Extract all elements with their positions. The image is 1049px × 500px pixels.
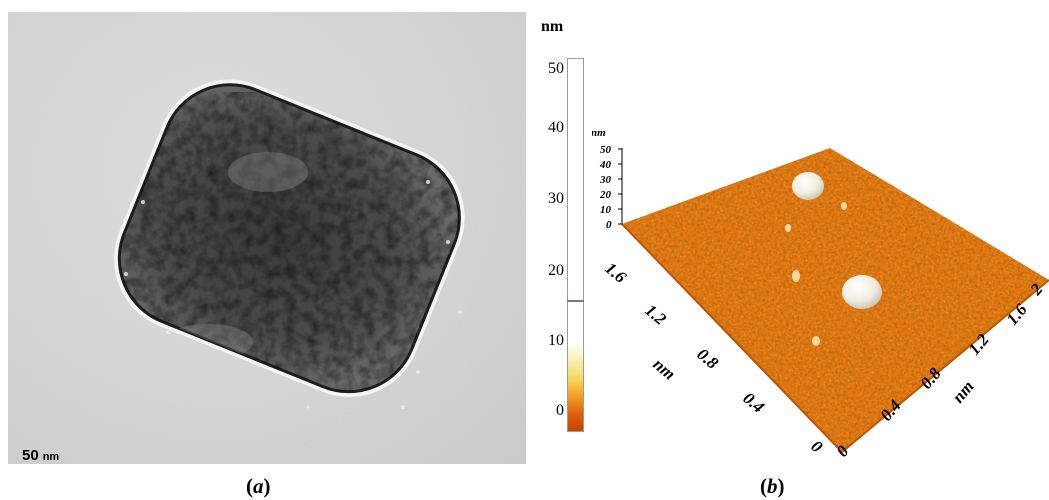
left-axis-unit: nm: [649, 355, 679, 384]
caption-a: (a): [246, 474, 271, 498]
left-axis-tick: 0.8: [693, 345, 722, 374]
afm-particle: [792, 270, 800, 282]
left-axis-tick: 1.6: [601, 259, 630, 288]
scale-bar-value: 50: [22, 447, 39, 464]
caption-a-letter: a: [253, 474, 264, 498]
scale-bar-label: 50 nm: [22, 447, 59, 464]
left-axis-tick: 1.2: [641, 301, 670, 330]
z-axis-tick: 50: [600, 144, 612, 156]
afm-3d-surface: nm 50 40 30 20 10 0 1.6 1.2 0.8 0.4 0 nm…: [592, 127, 1049, 461]
z-axis-tick: 40: [599, 159, 612, 171]
caption-b: (b): [760, 474, 785, 498]
left-axis-tick: 0: [807, 437, 826, 457]
colorbar-tick: 0: [556, 402, 564, 419]
z-axis-tick: 10: [600, 204, 612, 216]
tem-image: 50 nm: [8, 12, 526, 464]
z-axis-tick: 0: [606, 219, 612, 231]
afm-particle: [812, 336, 820, 346]
colorbar-tick: 40: [548, 119, 564, 136]
colorbar-marker: [567, 299, 584, 302]
scale-bar-unit: nm: [42, 451, 60, 463]
z-axis-unit: nm: [592, 127, 606, 139]
left-axis-tick: 0.4: [739, 389, 767, 417]
colorbar-tick: 10: [548, 332, 564, 349]
colorbar-tick: 50: [548, 60, 564, 77]
right-axis-unit: nm: [949, 377, 978, 407]
afm-particle: [792, 172, 824, 200]
z-axis-tick: 30: [599, 174, 612, 186]
afm-particle: [841, 202, 847, 210]
tem-particle-graphic: [8, 12, 526, 464]
colorbar: [567, 58, 584, 432]
afm-particle: [785, 224, 791, 232]
colorbar-tick: 20: [548, 262, 564, 279]
colorbar-tick: 30: [548, 190, 564, 207]
caption-b-letter: b: [767, 474, 778, 498]
z-axis-tick: 20: [599, 189, 612, 201]
afm-particles: [785, 172, 882, 346]
afm-particle: [842, 275, 882, 309]
colorbar-unit: nm: [541, 18, 564, 35]
